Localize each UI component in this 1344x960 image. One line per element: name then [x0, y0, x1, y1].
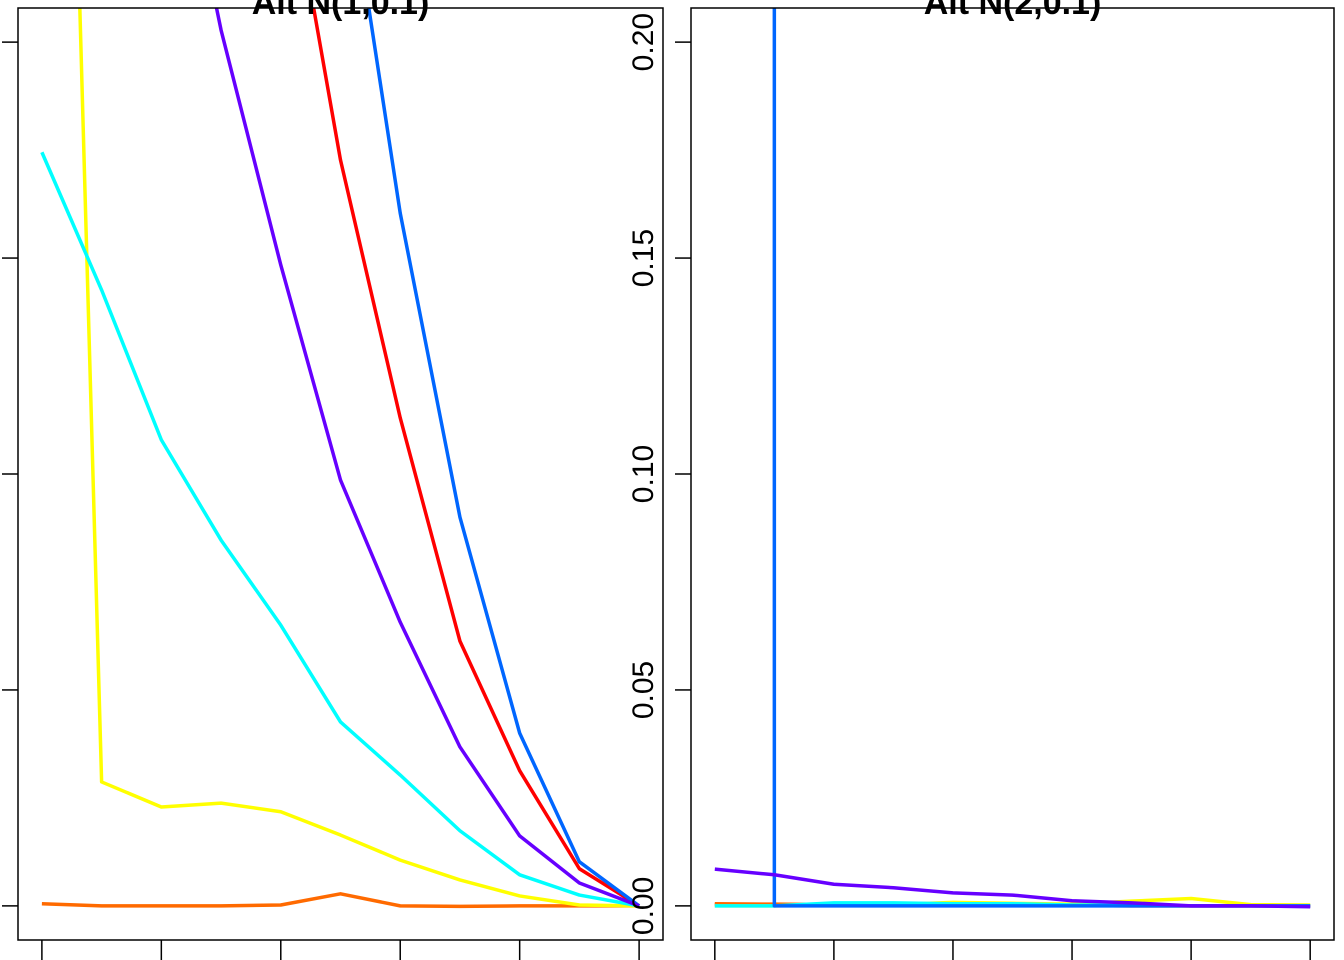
series-line — [41, 892, 640, 909]
series-line — [367, 8, 641, 908]
y-tick-label: 0.15 — [627, 229, 660, 287]
chart-title: Alt N(2,0.1) — [924, 0, 1102, 22]
series-line — [715, 0, 1310, 907]
y-tick-label: 0.05 — [627, 661, 660, 719]
series-line — [311, 8, 641, 908]
plot-area — [715, 0, 1310, 907]
series-line — [78, 8, 640, 908]
series-line — [214, 8, 640, 908]
plot-frame — [690, 7, 1335, 941]
chart-title: Alt N(1,0.1) — [252, 0, 430, 22]
plot-area — [40, 8, 641, 909]
y-tick-label: 0.20 — [627, 13, 660, 71]
y-tick-label: 0.00 — [627, 877, 660, 935]
y-tick-label: 0.10 — [627, 445, 660, 503]
series-line — [40, 151, 640, 908]
series-line — [714, 867, 1311, 909]
